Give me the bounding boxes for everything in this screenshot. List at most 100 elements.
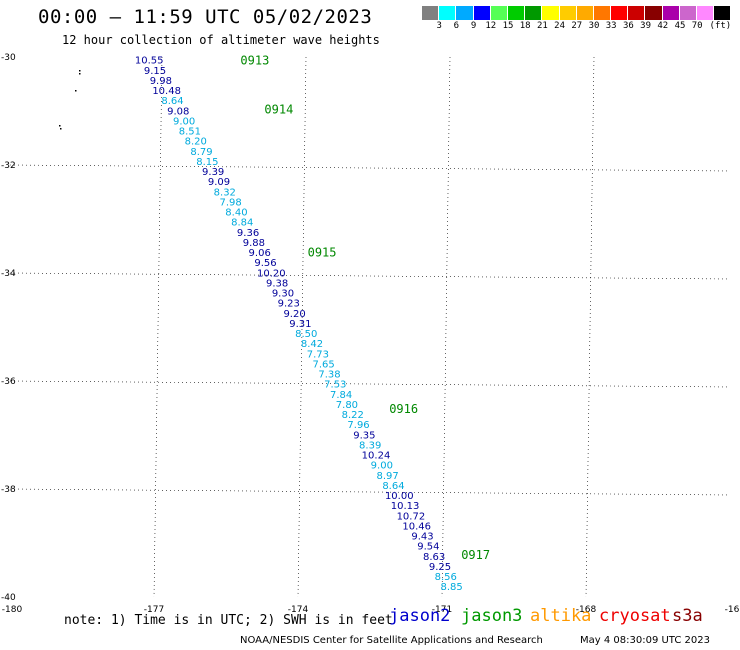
wave-height-value: 8.84	[231, 218, 253, 229]
wave-height-value: 9.20	[283, 309, 305, 320]
colorbar-label: 42	[657, 21, 669, 31]
wave-height-value: 7.96	[347, 420, 369, 431]
wave-height-value: 8.50	[295, 329, 317, 340]
y-tick-label: -30	[1, 53, 16, 63]
latitude-gridline	[9, 380, 731, 388]
colorbar-label: 36	[622, 21, 634, 31]
wave-height-value: 8.85	[440, 582, 462, 593]
wave-height-value: 10.46	[402, 521, 431, 532]
colorbar-swatch	[662, 6, 680, 20]
x-tick-label: -168	[576, 605, 597, 615]
colorbar-swatch	[439, 6, 457, 20]
pass-time-label: 0916	[389, 402, 418, 416]
latitude-gridline	[9, 488, 731, 496]
wave-height-value: 8.51	[179, 127, 201, 138]
wave-height-value: 9.25	[429, 562, 451, 573]
colorbar-label: 70	[691, 21, 703, 31]
wave-height-value: 8.64	[382, 481, 404, 492]
colorbar-label: 18	[519, 21, 531, 31]
y-tick-label: -32	[1, 161, 16, 171]
colorbar-label: 6	[453, 21, 460, 31]
x-tick-label: -174	[288, 605, 309, 615]
wave-height-value: 8.32	[214, 187, 236, 198]
legend-jason2: jason2	[389, 606, 451, 626]
units-note: note: 1) Time is in UTC; 2) SWH is in fe…	[64, 613, 393, 628]
colorbar-swatch	[490, 6, 508, 20]
wave-height-value: 7.84	[330, 390, 352, 401]
pass-time-label: 0917	[461, 548, 490, 562]
colorbar-swatch	[525, 6, 543, 20]
colorbar-swatch	[422, 6, 440, 20]
latitude-gridline	[9, 272, 731, 280]
colorbar-label: 33	[605, 21, 617, 31]
wave-height-value: 8.40	[225, 208, 247, 219]
colorbar-swatch	[628, 6, 646, 20]
y-tick-label: -40	[1, 593, 16, 603]
wave-height-value: 8.22	[342, 410, 364, 421]
colorbar-swatch	[576, 6, 594, 20]
colorbar-labels: 3 6 9 12 15 18 21 24 27 30 33 36 39 42 45 70 (ft)	[422, 21, 740, 33]
footer-timestamp: May 4 08:30:09 UTC 2023	[580, 635, 710, 646]
x-tick-label: -171	[432, 605, 452, 615]
wave-height-value: 10.24	[362, 451, 391, 462]
wave-height-value: 8.20	[185, 137, 207, 148]
colorbar-swatch	[714, 6, 732, 20]
wave-height-value: 8.15	[196, 157, 218, 168]
x-tick-label: -180	[2, 605, 23, 615]
colorbar-swatch	[697, 6, 715, 20]
footer-credit: NOAA/NESDIS Center for Satellite Applica…	[240, 635, 543, 646]
colorbar-label: 9	[470, 21, 477, 31]
wave-height-value: 8.39	[359, 440, 381, 451]
wave-height-value: 8.63	[423, 552, 445, 563]
colorbar-swatch	[507, 6, 526, 20]
map-subtitle: 12 hour collection of altimeter wave hei…	[62, 33, 380, 47]
wave-height-value: 9.39	[202, 167, 224, 178]
wave-height-value: 7.65	[313, 359, 335, 370]
wave-height-value: 8.97	[376, 471, 398, 482]
wave-height-value: 7.98	[219, 197, 241, 208]
colorbar-swatch	[456, 6, 474, 20]
wave-height-value: 8.56	[435, 572, 457, 583]
wave-height-value: 7.73	[307, 349, 329, 360]
pass-time-label: 0915	[308, 245, 337, 259]
wave-height-value: 9.38	[266, 278, 288, 289]
colorbar-swatch	[542, 6, 560, 20]
wave-height-colorbar	[422, 6, 732, 20]
colorbar-swatch	[645, 6, 663, 20]
wave-height-value: 9.30	[272, 289, 294, 300]
colorbar-swatch	[473, 6, 491, 20]
colorbar-swatch	[611, 6, 629, 20]
wave-height-value: 9.36	[237, 228, 259, 239]
x-tick-label: -16	[725, 605, 740, 615]
wave-height-value: 9.06	[249, 248, 271, 259]
island-dot	[79, 70, 81, 72]
longitude-gridline	[441, 56, 451, 598]
pass-time-label: 0913	[240, 54, 269, 68]
wave-height-value: 9.31	[289, 319, 311, 330]
colorbar-swatch	[679, 6, 697, 20]
map-title: 00:00 – 11:59 UTC 05/02/2023	[38, 6, 373, 28]
colorbar-label: 30	[588, 21, 600, 31]
longitude-gridline	[585, 56, 595, 598]
legend-cryosat: cryosat	[599, 606, 671, 626]
wave-height-value: 9.88	[243, 238, 265, 249]
longitude-gridline	[153, 56, 163, 598]
colorbar-label: 15	[502, 21, 514, 31]
wave-height-value: 9.09	[208, 177, 230, 188]
wave-height-value: 9.08	[167, 106, 189, 117]
wave-height-value: 10.72	[397, 511, 426, 522]
wave-height-value: 9.15	[144, 66, 166, 77]
wave-height-value: 9.35	[353, 430, 375, 441]
legend-s3a: s3a	[672, 606, 703, 626]
wave-height-value: 9.00	[371, 461, 393, 472]
wave-height-value: 7.53	[324, 380, 346, 391]
island-dot	[79, 73, 81, 75]
island-dot	[75, 90, 77, 92]
y-tick-label: -36	[1, 377, 16, 387]
colorbar-swatch	[593, 6, 612, 20]
wave-height-value: 7.80	[336, 400, 358, 411]
colorbar-label: 24	[554, 21, 566, 31]
y-tick-label: -34	[1, 269, 16, 279]
island-dot	[59, 125, 61, 127]
